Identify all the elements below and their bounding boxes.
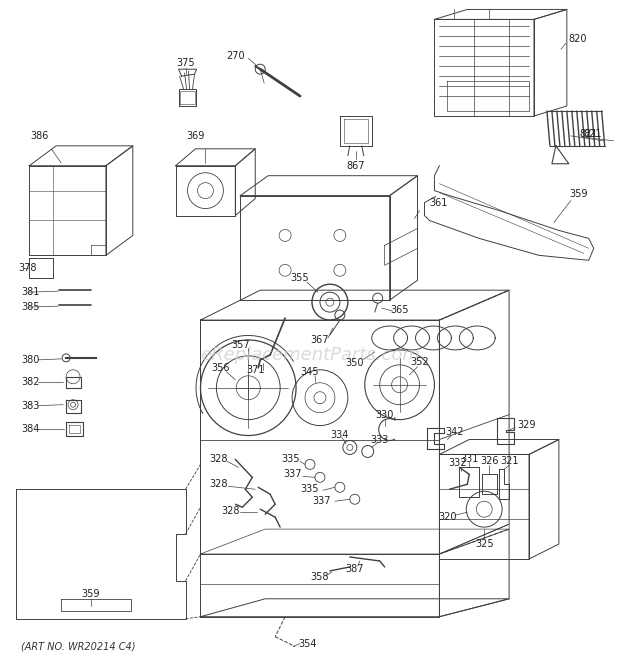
Text: 380: 380	[21, 355, 40, 365]
Text: 355: 355	[291, 273, 309, 283]
Text: 330: 330	[376, 410, 394, 420]
Text: 350: 350	[345, 358, 364, 368]
Text: 332: 332	[448, 458, 467, 469]
Text: 381: 381	[21, 287, 40, 297]
Text: 334: 334	[330, 430, 349, 440]
Text: 369: 369	[187, 131, 205, 141]
Text: 821: 821	[584, 129, 602, 139]
Text: 333: 333	[371, 434, 389, 444]
Text: 820: 820	[569, 34, 587, 44]
Text: 385: 385	[21, 302, 40, 312]
Text: 335: 335	[281, 454, 299, 465]
Text: 325: 325	[475, 539, 494, 549]
Text: 367: 367	[311, 335, 329, 345]
Text: 328: 328	[209, 479, 228, 489]
Text: 358: 358	[311, 572, 329, 582]
Text: 357: 357	[231, 340, 250, 350]
Text: 384: 384	[21, 424, 40, 434]
Text: 337: 337	[312, 496, 331, 506]
Text: 867: 867	[347, 161, 365, 171]
Text: 328: 328	[209, 454, 228, 465]
Text: 371: 371	[246, 365, 265, 375]
Text: 352: 352	[410, 357, 429, 367]
Text: 356: 356	[211, 363, 229, 373]
Text: 386: 386	[30, 131, 48, 141]
Text: 387: 387	[345, 564, 364, 574]
Text: 378: 378	[19, 263, 37, 273]
Text: 328: 328	[221, 506, 239, 516]
Text: eReplacementParts.com: eReplacementParts.com	[200, 346, 420, 364]
Text: 354: 354	[299, 639, 317, 648]
Text: 375: 375	[176, 58, 195, 68]
Text: 326: 326	[480, 456, 498, 467]
Text: 821: 821	[580, 129, 598, 139]
Text: 335: 335	[301, 485, 319, 494]
Text: 321: 321	[500, 456, 518, 467]
Text: 270: 270	[226, 52, 245, 61]
Text: 382: 382	[21, 377, 40, 387]
Text: 359: 359	[570, 188, 588, 198]
Text: 345: 345	[301, 367, 319, 377]
Text: 337: 337	[283, 469, 301, 479]
Text: 359: 359	[82, 589, 100, 599]
Text: 383: 383	[21, 401, 40, 410]
Text: 329: 329	[517, 420, 536, 430]
Text: 361: 361	[430, 198, 448, 208]
Text: 320: 320	[438, 512, 457, 522]
Text: 331: 331	[460, 454, 479, 465]
Text: 365: 365	[391, 305, 409, 315]
Text: (ART NO. WR20214 C4): (ART NO. WR20214 C4)	[21, 642, 136, 652]
Text: 342: 342	[445, 426, 464, 436]
